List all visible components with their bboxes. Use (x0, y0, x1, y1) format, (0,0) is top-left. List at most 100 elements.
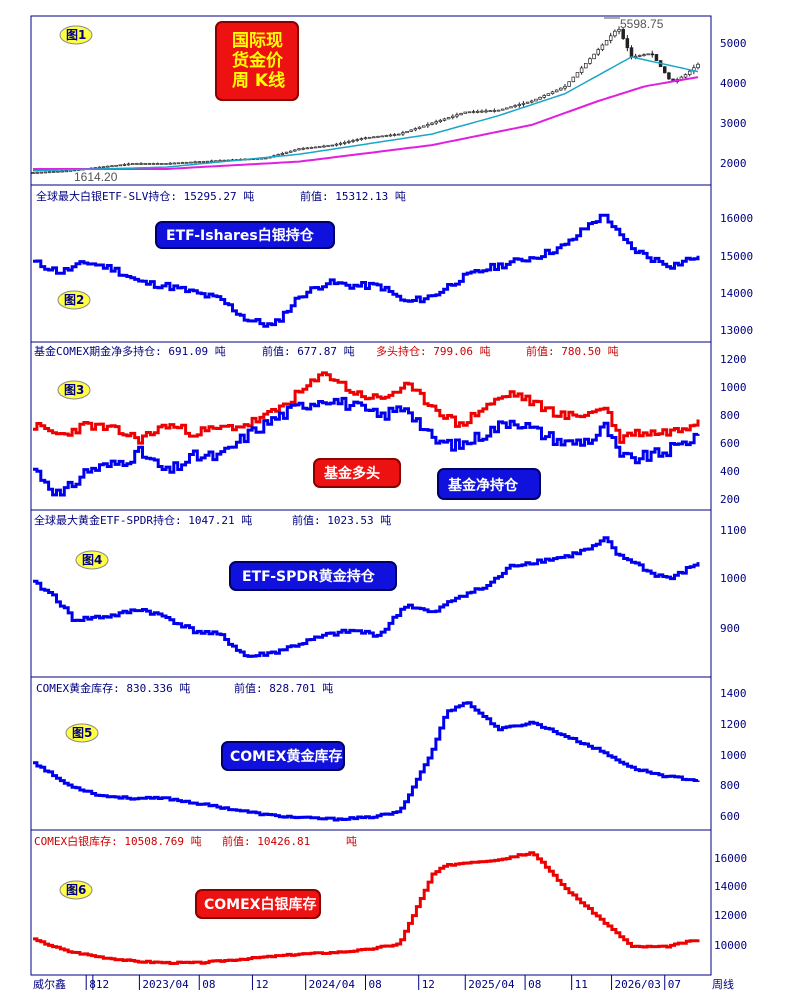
candle-body (309, 147, 314, 149)
candle-body (521, 102, 526, 105)
candle-body (284, 151, 289, 154)
candle-body (297, 148, 301, 151)
candle-body (638, 55, 642, 57)
x-tick-label: 08 (369, 978, 382, 990)
y-tick-label: 4000 (720, 77, 747, 90)
y-tick-label: 14000 (720, 287, 753, 300)
ma-long-line (33, 76, 699, 170)
y-tick-label: 12000 (714, 909, 747, 922)
candle-body (434, 121, 438, 124)
candle-body (629, 47, 634, 58)
fund-net-line (33, 396, 700, 497)
candle-body (550, 91, 555, 95)
candle-body (135, 163, 139, 165)
badge-1-text: 图1 (66, 28, 86, 42)
badge-5-text: 图5 (72, 726, 92, 740)
y-tick-label: 5000 (720, 37, 747, 50)
candle-body (426, 124, 430, 127)
panel-5: COMEX黄金库存: 830.336 吨 前值: 828.701 吨 图5 CO… (33, 681, 747, 823)
y-tick-label: 14000 (714, 880, 747, 893)
panel-5-header-current: COMEX黄金库存: 830.336 吨 (36, 681, 190, 695)
panel-6-header-unit: 吨 (346, 835, 357, 848)
box-label-long-text: 基金多头 (324, 465, 380, 482)
panel-2-header-current: 全球最大白银ETF-SLV持仓: 15295.27 吨 (36, 189, 254, 203)
candle-body (546, 93, 551, 96)
panel-4-frame (30, 509, 712, 678)
candle-body (280, 153, 285, 155)
panel-5-header-prev: 前值: 828.701 吨 (234, 681, 333, 695)
candle-body (143, 163, 147, 165)
candle-body (559, 87, 563, 91)
candle-body (347, 141, 351, 143)
candle-body (613, 30, 617, 37)
panel-4-header-current: 全球最大黄金ETF-SPDR持仓: 1047.21 吨 (34, 513, 252, 527)
spdr-holdings-line (33, 536, 700, 658)
candle-body (155, 163, 160, 165)
candle-body (438, 119, 443, 123)
candle-body (567, 81, 571, 87)
candle-body (617, 29, 621, 32)
panel-3-header-long-prev: 前值: 780.50 吨 (526, 344, 619, 358)
panel-1-frame (30, 15, 712, 186)
comex-gold-line (33, 701, 700, 822)
candle-body (118, 164, 123, 167)
candle-body (397, 133, 401, 136)
box-label-2-text: ETF-Ishares白银持仓 (166, 227, 315, 244)
candle-body (101, 166, 106, 169)
panel-6-frame (30, 829, 712, 976)
comex-silver-line (33, 851, 700, 965)
box-label-net-text: 基金净持仓 (448, 477, 519, 494)
y-tick-label: 1200 (720, 718, 747, 731)
candle-body (584, 62, 588, 69)
candle-body (318, 146, 322, 148)
badge-4-text: 图4 (82, 553, 102, 567)
y-tick-label: 600 (720, 437, 740, 450)
candle-body (571, 76, 576, 83)
candle-body (139, 163, 143, 165)
candle-body (579, 67, 584, 73)
y-axis-5: 1400 1200 1000 800 600 (720, 687, 747, 823)
candle-body (193, 161, 197, 164)
candle-body (430, 122, 434, 125)
y-tick-label: 200 (720, 493, 740, 506)
candle-body (60, 170, 64, 173)
candle-body (542, 95, 546, 98)
candle-body (608, 35, 613, 41)
candle-body (160, 163, 164, 165)
candle-body (372, 136, 376, 139)
candle-body (172, 162, 177, 165)
x-tick-label: 12 (96, 978, 109, 990)
candle-body (131, 163, 135, 165)
box-label-5 (221, 741, 345, 771)
candle-body (201, 161, 206, 163)
y-tick-label: 13000 (720, 324, 753, 337)
candle-body (376, 136, 380, 138)
candle-body (355, 139, 359, 141)
candle-body (463, 111, 468, 114)
candle-body (517, 104, 522, 106)
y-tick-label: 1400 (720, 687, 747, 700)
candle-body (505, 107, 509, 110)
candle-body (642, 54, 646, 56)
candle-body (600, 44, 605, 50)
y-tick-label: 800 (720, 409, 740, 422)
panel-3-header-long: 多头持仓: 799.06 吨 (376, 344, 491, 358)
candle-body (64, 170, 68, 173)
candle-body (189, 161, 193, 164)
candle-body (596, 49, 600, 55)
candle-body (164, 163, 168, 165)
candle-body (380, 135, 384, 138)
title-line-1: 国际现 (232, 31, 283, 51)
y-tick-label: 15000 (720, 250, 753, 263)
box-label-2 (155, 221, 335, 249)
panel-4: 全球最大黄金ETF-SPDR持仓: 1047.21 吨 前值: 1023.53 … (33, 513, 747, 658)
candle-body (110, 165, 114, 168)
y-tick-label: 1000 (720, 381, 747, 394)
x-tick-label: 08 (202, 978, 215, 990)
badge-6-text: 图6 (66, 883, 86, 897)
candle-body (588, 58, 592, 64)
candle-body (330, 144, 335, 147)
title-box (215, 21, 299, 101)
panel-3-header-prev: 前值: 677.87 吨 (262, 344, 355, 358)
